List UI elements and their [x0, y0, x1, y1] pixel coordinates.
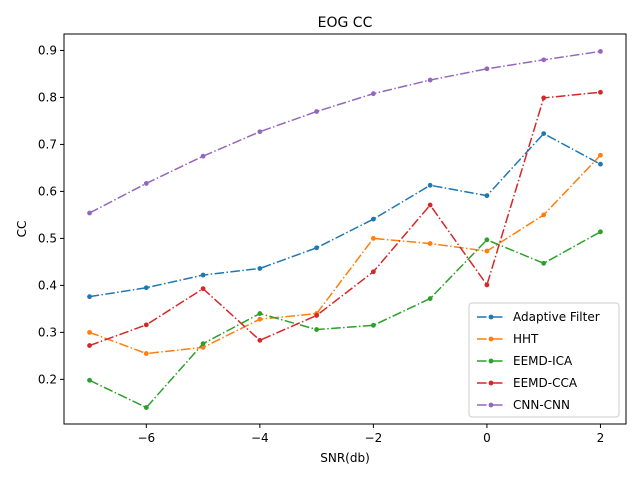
- y-tick-label: 0.3: [38, 325, 57, 339]
- data-point-eemd-cca: [541, 95, 547, 101]
- data-point-cnn-cnn: [598, 48, 603, 54]
- data-point-adaptive-filter: [314, 245, 320, 251]
- x-tick-label: 2: [597, 431, 605, 445]
- legend-label: EEMD-ICA: [513, 354, 573, 368]
- legend-label: HHT: [513, 332, 539, 346]
- data-point-adaptive-filter: [370, 216, 376, 222]
- data-point-hht: [598, 152, 603, 158]
- data-point-hht: [427, 241, 433, 246]
- data-point-cnn-cnn: [200, 153, 206, 159]
- chart-title: EOG CC: [318, 15, 373, 31]
- data-point-adaptive-filter: [200, 272, 206, 278]
- legend-swatch-marker: [488, 402, 494, 408]
- data-point-adaptive-filter: [484, 193, 490, 199]
- data-point-hht: [200, 345, 206, 350]
- data-point-eemd-cca: [87, 343, 92, 348]
- legend-swatch-marker: [488, 358, 494, 364]
- legend-box: [468, 302, 620, 418]
- x-tick-label: −4: [251, 431, 269, 445]
- data-point-adaptive-filter: [598, 161, 603, 167]
- series-line-adaptive-filter: [89, 132, 601, 298]
- y-tick-label: 0.9: [38, 43, 57, 57]
- data-point-eemd-cca: [484, 282, 490, 288]
- series-line-eemd-cca: [89, 91, 601, 347]
- data-point-hht: [370, 235, 376, 241]
- data-point-adaptive-filter: [257, 266, 263, 271]
- data-point-cnn-cnn: [314, 109, 320, 114]
- x-tick-label: −6: [137, 431, 155, 445]
- data-point-eemd-ica: [370, 322, 376, 328]
- legend-swatch-marker: [488, 380, 494, 386]
- x-tick-label: −2: [365, 431, 383, 445]
- data-point-eemd-ica: [257, 311, 263, 316]
- data-point-adaptive-filter: [541, 131, 547, 137]
- data-point-eemd-cca: [257, 337, 263, 343]
- data-point-cnn-cnn: [427, 77, 433, 83]
- data-point-cnn-cnn: [143, 181, 149, 186]
- y-tick-label: 0.5: [38, 231, 57, 245]
- legend-swatch-marker: [488, 314, 494, 320]
- y-tick-label: 0.8: [38, 90, 57, 104]
- data-point-eemd-ica: [484, 237, 490, 243]
- plot-area: [87, 48, 603, 410]
- data-point-adaptive-filter: [143, 285, 149, 291]
- x-tick-label: 0: [483, 431, 491, 445]
- data-point-cnn-cnn: [484, 66, 490, 72]
- data-point-eemd-cca: [598, 89, 603, 95]
- data-point-hht: [484, 248, 490, 254]
- data-point-eemd-cca: [314, 313, 320, 318]
- data-point-hht: [257, 316, 263, 322]
- y-tick-label: 0.4: [38, 278, 57, 292]
- data-point-eemd-ica: [314, 327, 320, 332]
- legend-label: EEMD-CCA: [513, 376, 578, 390]
- legend: Adaptive Filter HHT EEMD-ICA EEMD-CCA CNN-CN…: [468, 302, 620, 418]
- legend-label: Adaptive Filter: [513, 310, 600, 324]
- y-tick-label: 0.2: [38, 372, 57, 386]
- plot-frame: [63, 33, 627, 425]
- data-point-hht: [143, 351, 149, 356]
- x-axis-label: SNR(db): [320, 451, 370, 465]
- data-point-eemd-ica: [200, 341, 206, 347]
- y-tick-label: 0.6: [38, 184, 57, 198]
- data-point-eemd-cca: [143, 322, 149, 328]
- y-axis-label: CC: [15, 221, 29, 238]
- data-point-eemd-ica: [598, 229, 603, 235]
- data-point-cnn-cnn: [87, 210, 92, 216]
- data-point-eemd-cca: [200, 286, 206, 292]
- y-tick-label: 0.7: [38, 137, 57, 151]
- data-point-cnn-cnn: [370, 91, 376, 97]
- data-point-hht: [87, 329, 92, 335]
- data-point-cnn-cnn: [257, 129, 263, 135]
- series-line-hht: [89, 154, 601, 355]
- data-point-eemd-ica: [427, 296, 433, 301]
- legend-label: CNN-CNN: [513, 398, 570, 412]
- data-point-hht: [541, 212, 547, 218]
- data-point-eemd-ica: [87, 377, 92, 383]
- series-line-cnn-cnn: [89, 50, 601, 214]
- data-point-eemd-cca: [427, 202, 433, 208]
- legend-swatch-marker: [488, 336, 494, 342]
- data-point-cnn-cnn: [541, 57, 547, 63]
- data-point-eemd-ica: [541, 260, 547, 266]
- data-point-eemd-ica: [143, 405, 149, 410]
- data-point-adaptive-filter: [427, 182, 433, 188]
- data-point-eemd-cca: [370, 269, 376, 275]
- data-point-adaptive-filter: [87, 294, 92, 300]
